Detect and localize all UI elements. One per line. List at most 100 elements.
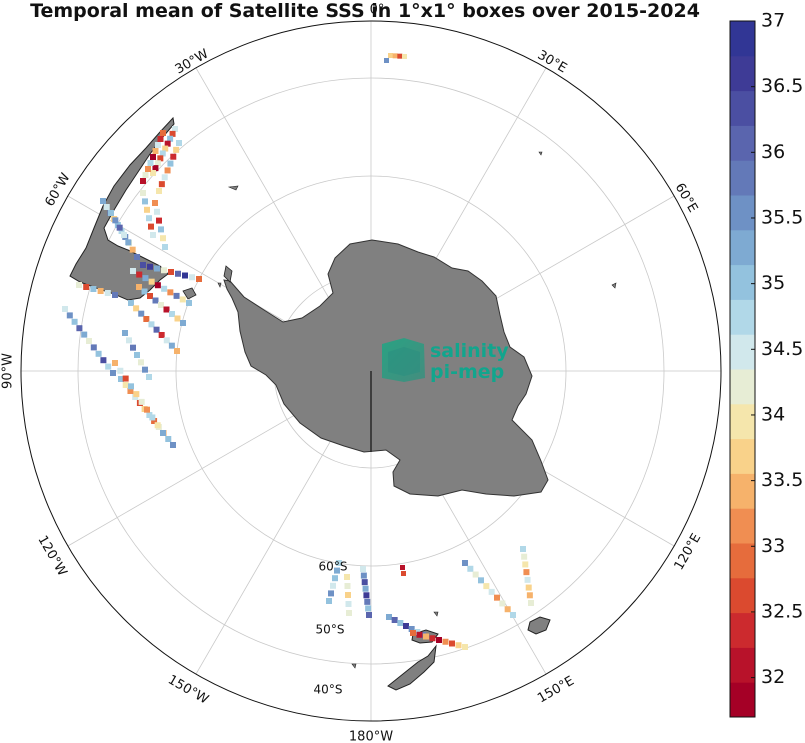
data-cell <box>401 571 406 576</box>
data-cell <box>179 296 186 303</box>
data-cell <box>100 357 107 364</box>
colorbar-tick-label: 34.5 <box>761 338 803 360</box>
data-cell <box>153 326 160 333</box>
data-cell <box>76 325 83 332</box>
data-cell <box>142 198 148 205</box>
longitude-label: 0° <box>370 3 385 18</box>
colorbar-segment <box>730 55 755 92</box>
latitude-label: 60°S <box>319 560 348 574</box>
colorbar-segment <box>730 264 755 300</box>
data-cell <box>365 605 372 612</box>
colorbar-segment <box>730 160 755 196</box>
data-cell <box>397 620 404 626</box>
data-cell <box>364 598 371 605</box>
data-cell <box>162 145 169 152</box>
data-cell <box>97 288 104 294</box>
data-cell <box>141 288 148 295</box>
data-cell <box>146 374 152 380</box>
data-cell <box>173 292 180 299</box>
data-cell <box>142 275 149 282</box>
colorbar-segment <box>730 682 755 718</box>
data-cell <box>118 376 124 382</box>
south-georgia-island <box>223 265 233 283</box>
colorbar-segment <box>730 577 755 614</box>
data-cell <box>180 320 186 326</box>
data-cell <box>133 305 140 312</box>
data-cell <box>127 388 134 394</box>
data-cell <box>163 306 170 313</box>
data-cell <box>175 270 181 277</box>
data-cell <box>391 617 398 623</box>
data-cell <box>332 575 338 582</box>
data-cell <box>170 153 177 160</box>
data-cell <box>130 268 136 274</box>
data-cell <box>162 244 168 250</box>
colorbar-segment <box>730 369 755 405</box>
data-cells <box>62 53 534 650</box>
data-cell <box>345 592 351 598</box>
data-cell <box>170 442 176 448</box>
data-cell <box>168 269 174 275</box>
colorbar-tick-label: 35 <box>761 272 785 294</box>
data-cell <box>158 332 165 338</box>
data-cell <box>386 614 392 620</box>
data-cell <box>105 363 112 370</box>
data-cell <box>160 430 166 436</box>
data-cell <box>156 217 162 224</box>
logo-mark-inner <box>388 347 420 376</box>
data-cell <box>174 315 181 322</box>
data-cell <box>328 590 334 597</box>
colorbar-segment <box>730 612 755 648</box>
colorbar-segment <box>730 473 755 509</box>
data-cell <box>150 170 156 176</box>
salinity-pimep-logo: salinity pi-mep <box>382 338 509 383</box>
data-cell <box>152 200 158 206</box>
data-cell <box>410 630 416 636</box>
data-cell <box>112 217 119 224</box>
longitude-label: 180°W <box>349 730 393 743</box>
data-cell <box>336 560 342 566</box>
colorbar-tick-label: 36.5 <box>761 75 803 97</box>
data-cell <box>499 600 506 607</box>
data-cell <box>449 640 455 647</box>
small-island <box>538 151 543 156</box>
longitude-label: 30°W <box>173 46 212 77</box>
map-border <box>20 20 722 722</box>
data-cell <box>522 561 529 568</box>
longitude-label: 60°E <box>672 181 701 216</box>
data-cell <box>140 190 146 196</box>
data-cell <box>151 418 158 424</box>
data-cell <box>130 344 136 351</box>
data-cell <box>174 348 180 354</box>
colorbar-tick-label: 33 <box>761 535 785 557</box>
data-cell <box>146 215 152 222</box>
data-cell <box>344 574 350 580</box>
data-cell <box>384 58 389 63</box>
data-cell <box>526 592 533 599</box>
data-cell <box>154 208 160 215</box>
data-cell <box>150 154 156 160</box>
data-cell <box>344 583 351 589</box>
data-cell <box>117 367 124 374</box>
data-cell <box>76 282 82 288</box>
data-cell <box>403 623 409 629</box>
data-cell <box>138 359 144 366</box>
data-cell <box>494 594 500 601</box>
data-cell <box>429 635 436 642</box>
data-cell <box>144 206 150 213</box>
data-cell <box>360 572 367 579</box>
longitude-label: 150°E <box>535 674 577 707</box>
data-cell <box>483 583 490 590</box>
data-cell <box>71 318 78 325</box>
data-cell <box>134 352 140 358</box>
data-cell <box>145 166 151 172</box>
data-cell <box>160 235 166 242</box>
data-cell <box>362 585 369 592</box>
data-cell <box>134 254 140 260</box>
data-cell <box>66 312 73 319</box>
small-island <box>217 282 222 288</box>
latitude-label: 50°S <box>316 623 345 637</box>
data-cell <box>148 321 155 328</box>
